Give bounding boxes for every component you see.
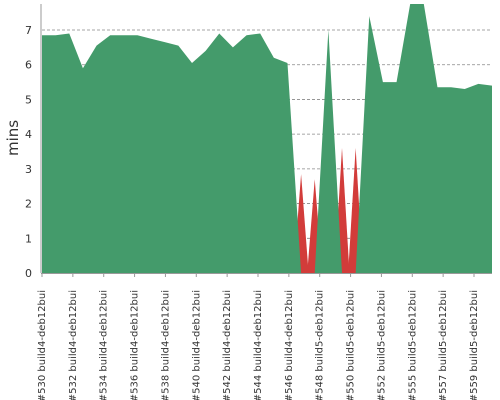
x-tick-label: #557 build5-deb12bui — [438, 290, 449, 400]
x-tick-label: #530 build4-deb12bui — [37, 290, 48, 400]
x-tick-label: #548 build5-deb12bui — [315, 290, 326, 400]
x-tick-label: #540 build4-deb12bui — [191, 290, 202, 400]
x-tick-labels: #530 build4-deb12bui #532 build4-deb12bui… — [37, 273, 480, 400]
y-tick-labels: 0 1 2 3 4 5 6 7 — [25, 24, 32, 280]
y-axis-label: mins — [4, 120, 22, 156]
x-tick-label: #532 build4-deb12bui — [68, 290, 79, 400]
y-tick-label: 1 — [25, 232, 32, 245]
y-tick-label: 3 — [25, 163, 32, 176]
y-tick-label: 2 — [25, 198, 32, 211]
y-tick-label: 5 — [25, 93, 32, 106]
x-tick-label: #536 build4-deb12bui — [130, 290, 141, 400]
x-tick-label: #542 build4-deb12bui — [222, 290, 233, 400]
axes — [40, 4, 492, 274]
y-tick-label: 6 — [25, 59, 32, 72]
y-tick-label: 4 — [25, 128, 32, 141]
x-tick-label: #534 build4-deb12bui — [99, 290, 110, 400]
duration-area-series — [42, 4, 492, 273]
x-tick-label: #546 build4-deb12bui — [284, 290, 295, 400]
x-tick-label: #555 build5-deb12bui — [407, 290, 418, 400]
x-tick-label: #550 build5-deb12bui — [346, 290, 357, 400]
x-tick-label: #559 build5-deb12bui — [469, 290, 480, 400]
x-tick-label: #538 build4-deb12bui — [160, 290, 171, 400]
x-tick-label: #544 build4-deb12bui — [253, 290, 264, 400]
y-tick-label: 7 — [25, 24, 32, 37]
plot-area — [42, 4, 492, 273]
y-tick-label: 0 — [25, 267, 32, 280]
x-tick-label: #552 build5-deb12bui — [376, 290, 387, 400]
